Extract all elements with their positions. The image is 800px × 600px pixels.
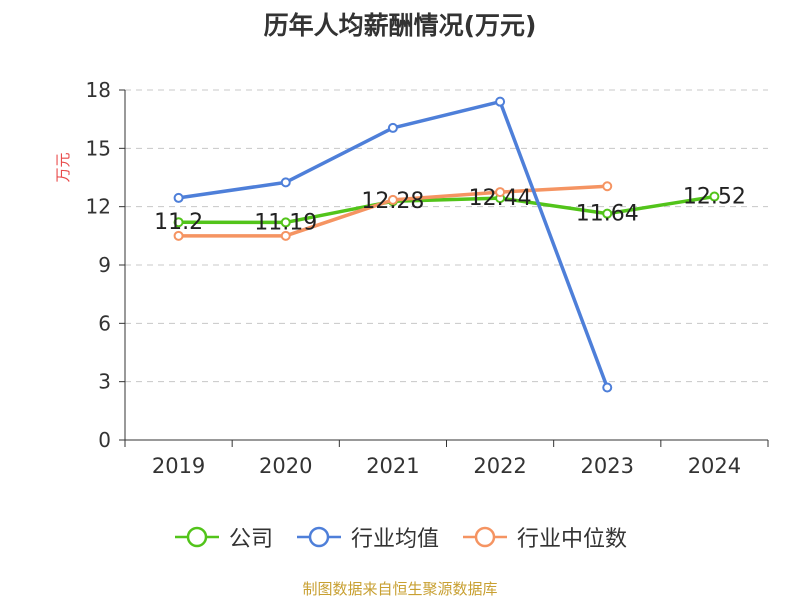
data-point — [173, 217, 184, 228]
legend-swatch — [296, 526, 341, 548]
y-tick-label: 9 — [98, 253, 111, 277]
data-point — [709, 191, 720, 202]
data-point — [280, 217, 291, 228]
grid-lines — [125, 89, 768, 383]
data-point — [495, 187, 506, 198]
data-point — [495, 96, 506, 107]
data-label: 12.28 — [361, 189, 424, 214]
legend-item[interactable]: 行业中位数 — [461, 521, 627, 553]
x-tick-label: 2021 — [366, 454, 419, 478]
axes: 0 3 6 9 12 15 18 万元 2019 2020 2021 2022 2023 2024 — [54, 78, 769, 478]
y-tick-label: 6 — [98, 311, 111, 335]
series-line-1 — [176, 99, 609, 390]
y-axis-label: 万元 — [54, 152, 72, 182]
data-labels: 11.2 11.19 12.28 12.44 11.64 12.52 — [154, 185, 746, 236]
series-line-0 — [176, 194, 717, 225]
legend-swatch — [174, 526, 219, 548]
data-point — [602, 208, 613, 219]
source-note: 制图数据来自恒生聚源数据库 — [302, 580, 498, 598]
x-tick-label: 2019 — [152, 454, 205, 478]
series-layer — [173, 96, 720, 393]
legend-marker — [308, 526, 330, 548]
legend-marker — [186, 526, 208, 548]
data-label: 12.44 — [469, 186, 532, 211]
legend: 公司 行业均值 行业中位数 — [0, 520, 800, 554]
x-tick-label: 2022 — [473, 454, 526, 478]
y-tick-label: 15 — [86, 136, 111, 160]
y-tick-label: 12 — [86, 195, 111, 219]
legend-label: 行业中位数 — [517, 527, 628, 552]
data-label: 11.2 — [154, 210, 203, 235]
data-point — [602, 181, 613, 192]
data-label: 12.52 — [683, 185, 746, 210]
x-tick-label: 2020 — [259, 454, 312, 478]
x-tick-label: 2023 — [581, 454, 634, 478]
data-label: 11.64 — [576, 202, 639, 227]
data-label: 11.19 — [254, 210, 317, 235]
data-point — [173, 230, 184, 241]
y-tick-label: 18 — [86, 78, 111, 102]
x-tick-label: 2024 — [688, 454, 741, 478]
chart-title: 历年人均薪酬情况(万元) — [263, 11, 537, 40]
legend-swatch — [463, 526, 507, 548]
data-point — [280, 177, 291, 188]
legend-label: 公司 — [228, 527, 273, 552]
legend-item[interactable]: 公司 — [173, 521, 273, 553]
data-point — [387, 194, 398, 205]
y-tick-label: 3 — [98, 370, 111, 394]
data-point — [173, 192, 184, 203]
data-point — [280, 230, 291, 241]
data-point — [602, 382, 613, 393]
y-tick-label: 0 — [98, 428, 111, 452]
legend-label: 行业均值 — [350, 527, 439, 552]
legend-marker — [474, 526, 496, 548]
legend-item[interactable]: 行业均值 — [295, 521, 439, 553]
data-point — [387, 122, 398, 133]
